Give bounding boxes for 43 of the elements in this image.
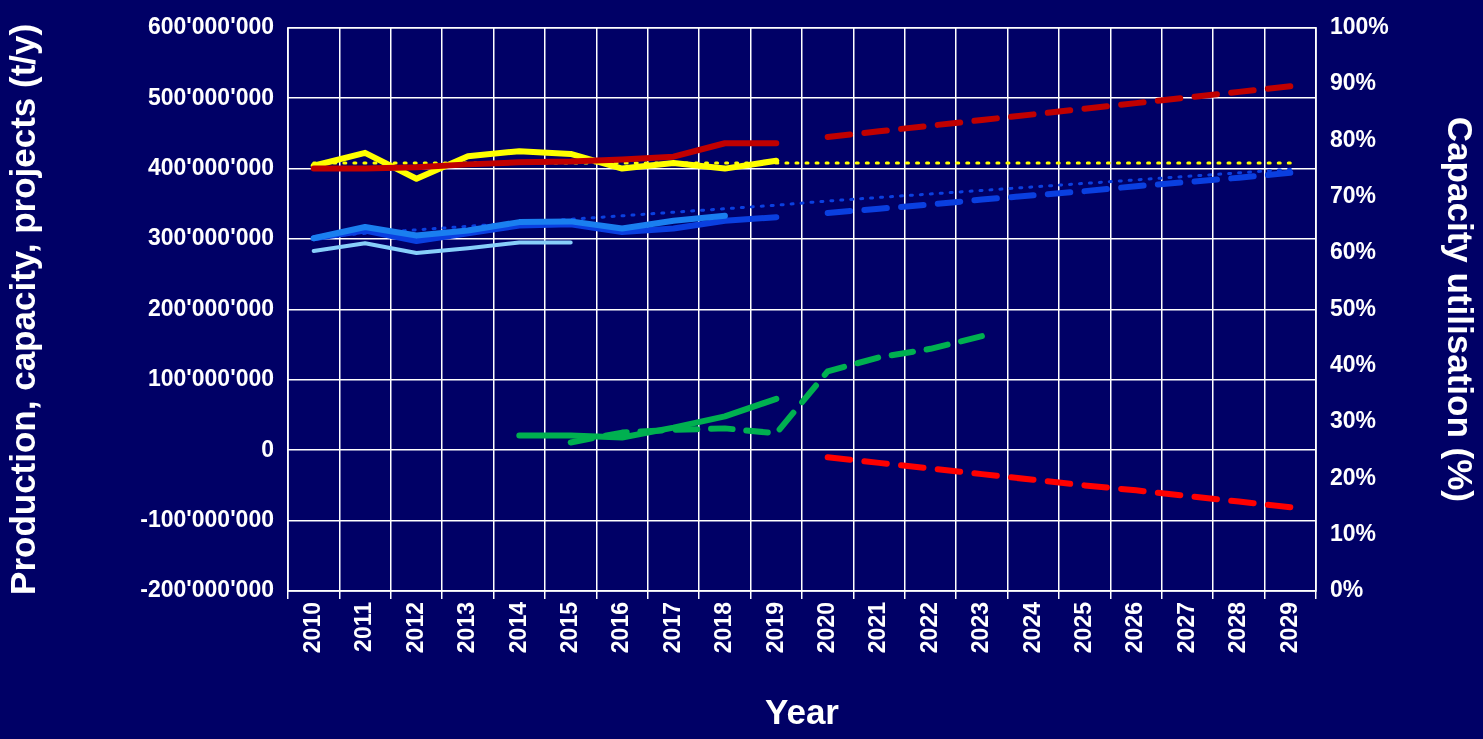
y-axis-title: Production, capacity, projects (t/y) <box>2 23 42 595</box>
y2-tick-label: 60% <box>1330 238 1377 265</box>
y-tick-label: 400'000'000 <box>147 153 274 180</box>
x-tick-label: 2024 <box>1018 601 1045 654</box>
y2-tick-label: 80% <box>1330 125 1377 152</box>
x-tick-label: 2021 <box>864 601 891 654</box>
y-tick-label: 500'000'000 <box>147 83 274 110</box>
x-tick-label: 2012 <box>401 602 428 654</box>
y2-axis-title: Capacity utilisation (%) <box>1441 116 1481 502</box>
x-tick-label: 2025 <box>1070 601 1097 654</box>
x-tick-label: 2028 <box>1224 601 1251 654</box>
x-tick-label: 2023 <box>967 602 994 654</box>
x-tick-label: 2010 <box>299 602 326 654</box>
x-tick-label: 2018 <box>710 601 737 654</box>
y-tick-label: 600'000'000 <box>147 13 274 40</box>
x-tick-label: 2020 <box>813 602 840 654</box>
y-tick-label: 200'000'000 <box>147 294 274 321</box>
x-tick-label: 2013 <box>453 602 480 654</box>
x-tick-label: 2019 <box>761 602 788 654</box>
y-tick-label: -200'000'000 <box>140 576 274 603</box>
y2-tick-label: 100% <box>1330 13 1389 40</box>
y2-tick-label: 90% <box>1330 69 1377 96</box>
y2-tick-label: 30% <box>1330 407 1377 434</box>
y2-tick-label: 10% <box>1330 520 1377 547</box>
y-tick-label: -100'000'000 <box>140 505 274 532</box>
y-tick-label: 0 <box>261 435 274 462</box>
x-axis-title: Year <box>765 691 840 731</box>
x-tick-label: 2026 <box>1121 602 1148 654</box>
x-tick-label: 2016 <box>607 602 634 654</box>
y2-tick-label: 20% <box>1330 463 1377 490</box>
x-tick-label: 2029 <box>1275 602 1302 654</box>
x-tick-label: 2022 <box>915 602 942 654</box>
y2-tick-label: 40% <box>1330 351 1377 378</box>
y-tick-label: 300'000'000 <box>147 224 274 251</box>
y2-tick-label: 70% <box>1330 182 1377 209</box>
y2-tick-label: 50% <box>1330 294 1377 321</box>
x-tick-label: 2027 <box>1172 602 1199 654</box>
y2-tick-label: 0% <box>1330 576 1364 603</box>
x-tick-label: 2014 <box>504 601 531 654</box>
x-tick-label: 2011 <box>350 601 377 652</box>
x-tick-label: 2017 <box>658 602 685 654</box>
x-tick-label: 2015 <box>556 601 583 654</box>
y-tick-label: 100'000'000 <box>147 365 274 392</box>
